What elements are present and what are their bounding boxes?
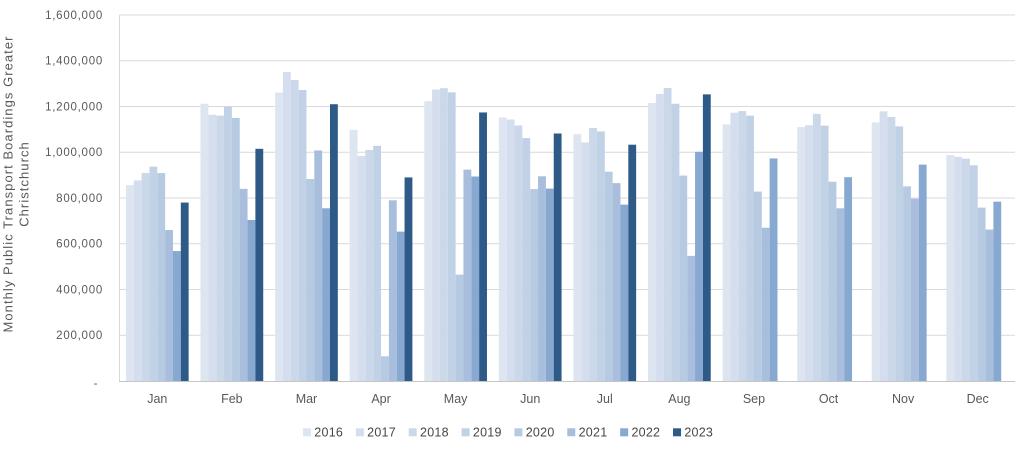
svg-text:2016: 2016: [314, 426, 343, 440]
svg-text:Jan: Jan: [147, 392, 167, 406]
svg-text:Dec: Dec: [967, 392, 989, 406]
svg-text:1,000,000: 1,000,000: [45, 147, 103, 159]
svg-text:200,000: 200,000: [56, 330, 103, 342]
svg-text:Nov: Nov: [892, 392, 915, 406]
svg-text:Mar: Mar: [296, 392, 318, 406]
svg-text:2019: 2019: [473, 426, 502, 440]
svg-text:2023: 2023: [684, 426, 713, 440]
svg-text:-: -: [94, 378, 98, 390]
svg-text:2022: 2022: [631, 426, 660, 440]
svg-text:Sep: Sep: [743, 392, 765, 406]
svg-text:2018: 2018: [420, 426, 449, 440]
svg-text:Jun: Jun: [520, 392, 540, 406]
svg-text:2020: 2020: [526, 426, 555, 440]
svg-text:2017: 2017: [367, 426, 396, 440]
svg-text:1,600,000: 1,600,000: [45, 10, 103, 22]
svg-text:Oct: Oct: [819, 392, 839, 406]
svg-text:Monthly Public Transport Board: Monthly Public Transport Boardings Great…: [1, 36, 16, 333]
svg-text:Christchurch: Christchurch: [17, 141, 32, 227]
svg-text:May: May: [444, 392, 468, 406]
svg-text:Apr: Apr: [371, 392, 390, 406]
svg-text:2021: 2021: [579, 426, 608, 440]
svg-text:Aug: Aug: [668, 392, 690, 406]
svg-text:1,200,000: 1,200,000: [45, 101, 103, 113]
svg-text:600,000: 600,000: [56, 239, 103, 251]
svg-text:800,000: 800,000: [56, 193, 103, 205]
svg-text:Feb: Feb: [221, 392, 243, 406]
svg-text:1,400,000: 1,400,000: [45, 56, 103, 68]
svg-text:400,000: 400,000: [56, 284, 103, 296]
svg-text:Jul: Jul: [597, 392, 613, 406]
